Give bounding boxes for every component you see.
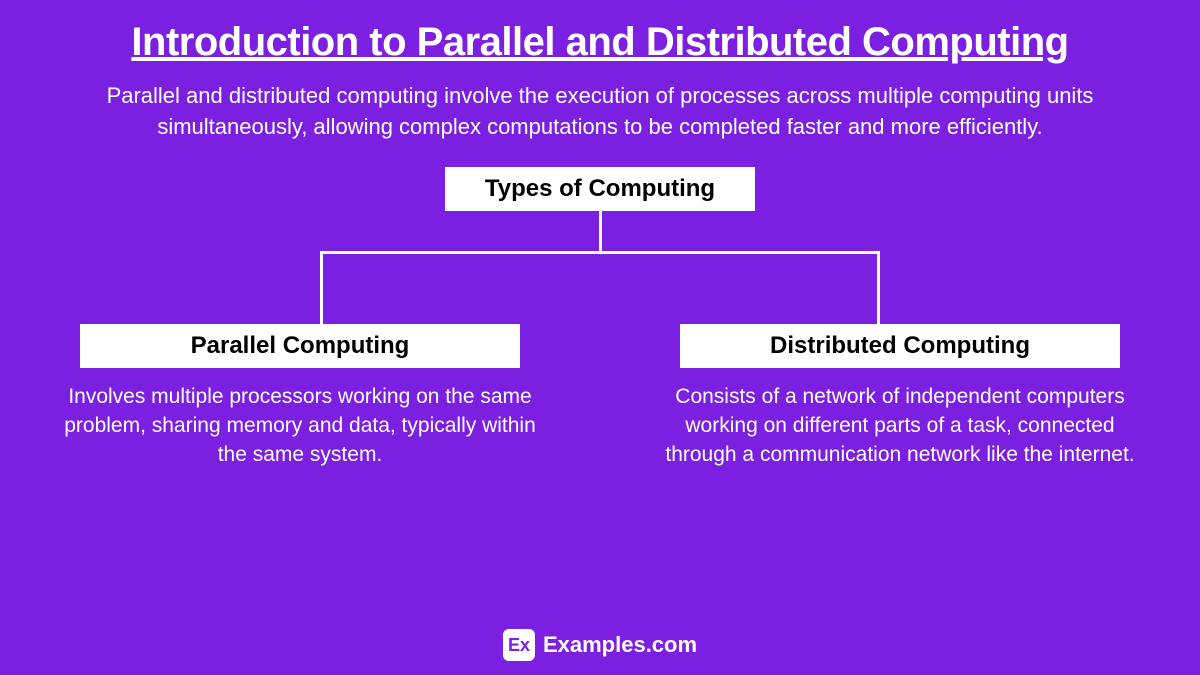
- child-node-parallel: Parallel Computing Involves multiple pro…: [40, 324, 560, 470]
- tree-diagram: Types of Computing Parallel Computing In…: [40, 167, 1160, 470]
- connector-right-vertical: [877, 254, 880, 324]
- footer-brand: Ex Examples.com: [503, 629, 697, 661]
- child-nodes: Parallel Computing Involves multiple pro…: [40, 324, 1160, 470]
- child-label-distributed: Distributed Computing: [680, 324, 1120, 368]
- branch-lines: [320, 254, 880, 324]
- brand-badge-icon: Ex: [503, 629, 535, 661]
- brand-name: Examples.com: [543, 632, 697, 658]
- page-title: Introduction to Parallel and Distributed…: [131, 20, 1068, 65]
- child-desc-distributed: Consists of a network of independent com…: [660, 382, 1140, 470]
- connector-root-vertical: [599, 211, 602, 251]
- child-desc-parallel: Involves multiple processors working on …: [60, 382, 540, 470]
- child-label-parallel: Parallel Computing: [80, 324, 520, 368]
- connector-left-vertical: [320, 254, 323, 324]
- infographic-container: Introduction to Parallel and Distributed…: [0, 0, 1200, 675]
- child-node-distributed: Distributed Computing Consists of a netw…: [640, 324, 1160, 470]
- brand-badge-text: Ex: [508, 635, 530, 656]
- root-node: Types of Computing: [445, 167, 755, 211]
- intro-description: Parallel and distributed computing invol…: [75, 81, 1125, 143]
